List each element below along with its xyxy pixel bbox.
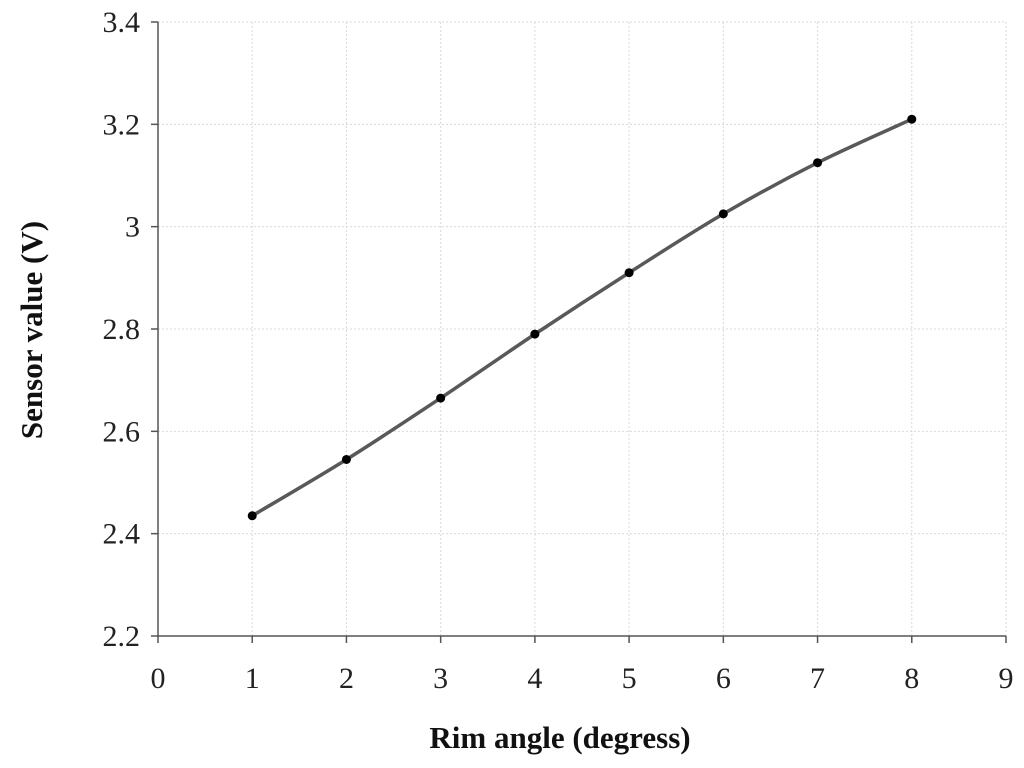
grid (158, 21, 1007, 636)
y-tick-label: 2.8 (103, 313, 141, 346)
y-tick-label: 2.2 (103, 620, 141, 653)
data-point (813, 158, 823, 168)
x-tick-label: 6 (716, 662, 731, 695)
data-point (718, 209, 728, 219)
tick-labels: 0 1 2 3 4 5 6 7 8 9 2.2 2.4 2.6 2.8 3 3.2 3.4 (103, 6, 1014, 695)
data-point (436, 393, 446, 403)
x-tick-label: 4 (527, 662, 542, 695)
x-tick-label: 0 (151, 662, 166, 695)
data-point (907, 114, 917, 124)
x-tick-label: 3 (433, 662, 448, 695)
x-tick-label: 7 (810, 662, 825, 695)
x-tick-label: 1 (245, 662, 260, 695)
y-tick-label: 2.4 (103, 518, 141, 551)
x-tick-label: 8 (904, 662, 919, 695)
series (247, 114, 917, 521)
data-point (247, 511, 257, 521)
x-tick-label: 2 (339, 662, 354, 695)
y-tick-label: 2.6 (103, 415, 141, 448)
data-point (530, 329, 540, 339)
data-point (624, 268, 634, 278)
y-tick-label: 3 (125, 211, 140, 244)
series-line (250, 117, 914, 518)
x-tick-label: 5 (622, 662, 637, 695)
x-axis-title: Rim angle (degress) (429, 720, 690, 755)
y-tick-label: 3.2 (103, 108, 141, 141)
x-tick-label: 9 (999, 662, 1014, 695)
y-axis-title: Sensor value (V) (14, 221, 49, 439)
axes (151, 21, 1007, 643)
y-tick-label: 3.4 (103, 6, 141, 39)
data-point (341, 454, 351, 464)
